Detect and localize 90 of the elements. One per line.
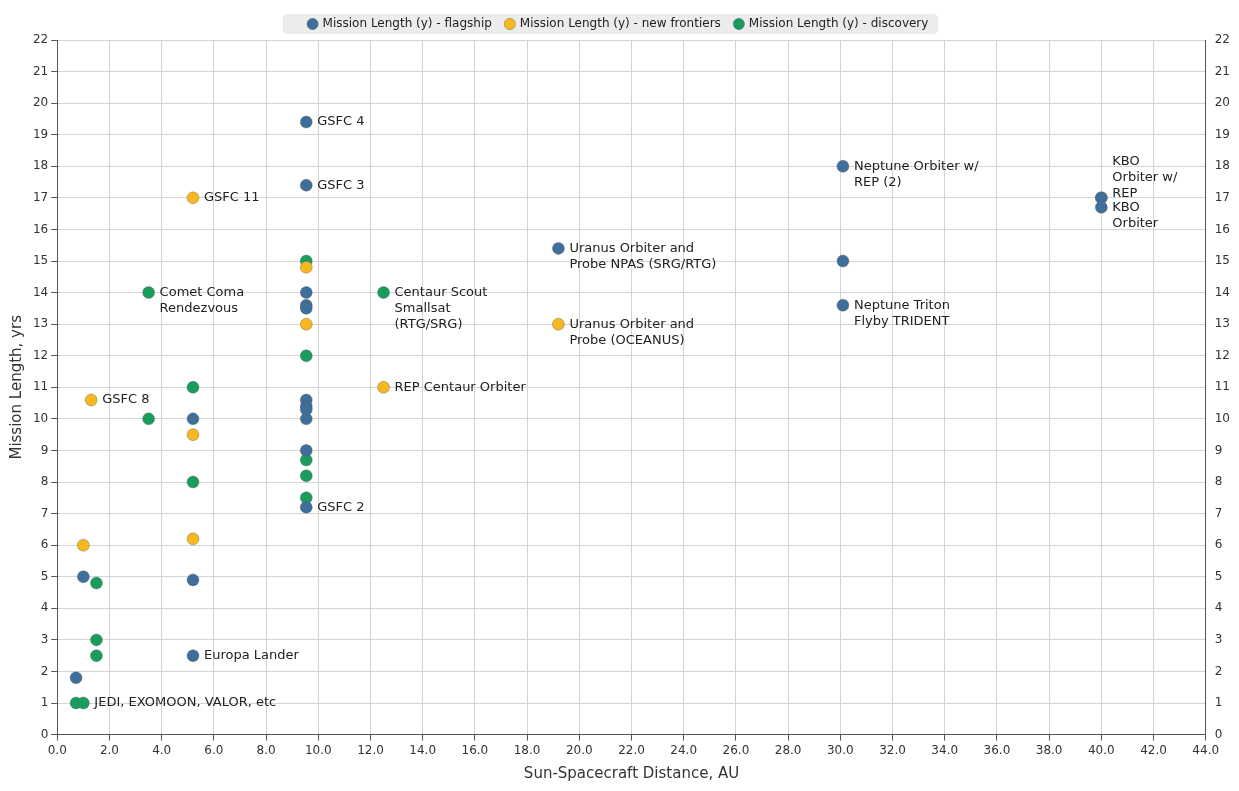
y-tick-label: 5: [40, 568, 49, 583]
y-tick-label: 22: [32, 32, 49, 47]
y-tick-label: 16: [32, 221, 49, 236]
y-tick-label: 17: [32, 189, 49, 204]
y-tick-label: 0: [40, 726, 49, 741]
legend-label: Mission Length (y) - discovery: [748, 16, 929, 31]
y2-tick-label: 10: [1214, 411, 1231, 425]
y2-tick-label: 6: [1214, 537, 1223, 552]
y2-tick-label: 0: [1214, 726, 1223, 741]
y2-tick-label: 12: [1214, 347, 1231, 362]
y2-tick-label: 14: [1214, 284, 1231, 299]
y-tick-label: 12: [32, 347, 49, 362]
x-tick-label: 6.0: [204, 742, 224, 757]
x-tick-label: 30.0: [826, 742, 854, 757]
annotation: GSFC 11: [204, 189, 260, 205]
y2-tick-label: 21: [1214, 63, 1231, 78]
x-tick-label: 18.0: [513, 742, 541, 757]
y-tick-label: 15: [32, 253, 49, 268]
y2-tick-label: 4: [1214, 600, 1223, 615]
y-tick-label: 20: [32, 95, 49, 110]
annotation: Europa Lander: [204, 647, 300, 663]
y2-tick-label: 1: [1214, 695, 1223, 710]
legend-label: Mission Length (y) - flagship: [322, 16, 492, 31]
annotation: Neptune Triton Flyby TRIDENT: [853, 296, 950, 328]
annotation: GSFC 8: [102, 391, 150, 407]
y2-tick-label: 22: [1214, 32, 1231, 47]
x-tick-label: 38.0: [1035, 742, 1063, 757]
annotation: GSFC 4: [317, 113, 365, 129]
y2-tick-label: 5: [1214, 568, 1223, 583]
y-tick-label: 9: [40, 442, 49, 457]
y-tick-label: 11: [32, 379, 49, 394]
annotation: Uranus Orbiter and Probe (OCEANUS): [569, 315, 695, 347]
y2-tick-label: 19: [1214, 126, 1231, 141]
x-tick-label: 28.0: [774, 742, 802, 757]
x-tick-label: 32.0: [879, 742, 906, 757]
y2-tick-label: 11: [1214, 379, 1231, 394]
y-tick-label: 8: [40, 474, 49, 489]
y2-tick-label: 8: [1214, 474, 1223, 489]
y-tick-label: 13: [32, 316, 49, 331]
y2-tick-label: 9: [1214, 442, 1223, 457]
y2-tick-label: 2: [1214, 663, 1223, 678]
annotation: Centaur Scout Smallsat (RTG/SRG): [394, 283, 488, 331]
x-tick-label: 36.0: [983, 742, 1011, 757]
x-tick-label: 4.0: [152, 742, 172, 757]
x-tick-label: 22.0: [618, 742, 645, 757]
y-tick-label: 18: [32, 158, 49, 173]
y2-tick-label: 18: [1214, 158, 1231, 173]
x-tick-label: 12.0: [357, 742, 384, 757]
annotation: JEDI, EXOMOON, VALOR, etc: [93, 694, 277, 710]
annotation: KBO Orbiter w/ REP: [1112, 153, 1178, 201]
annotation: GSFC 3: [317, 176, 365, 192]
y-tick-label: 7: [40, 505, 49, 520]
y-tick-label: 10: [32, 411, 49, 425]
x-tick-label: 34.0: [931, 742, 959, 757]
y-tick-label: 2: [40, 663, 49, 678]
y-tick-label: 3: [40, 632, 49, 647]
x-tick-label: 2.0: [99, 742, 120, 757]
y2-tick-label: 13: [1214, 316, 1231, 331]
annotation: REP Centaur Orbiter: [394, 378, 527, 394]
x-tick-label: 42.0: [1140, 742, 1167, 757]
x-tick-label: 24.0: [670, 742, 698, 757]
annotation: Uranus Orbiter and Probe NPAS (SRG/RTG): [569, 239, 717, 271]
y-tick-label: 4: [40, 600, 49, 615]
y-axis-title: Mission Length, yrs: [6, 314, 25, 460]
y2-tick-label: 7: [1214, 505, 1223, 520]
x-tick-label: 40.0: [1087, 742, 1115, 757]
x-tick-label: 26.0: [722, 742, 750, 757]
x-tick-label: 44.0: [1192, 742, 1220, 757]
x-tick-label: 20.0: [565, 742, 593, 757]
x-tick-label: 14.0: [409, 742, 437, 757]
legend-label: Mission Length (y) - new frontiers: [519, 16, 721, 31]
y2-tick-label: 17: [1214, 189, 1231, 204]
x-tick-label: 8.0: [256, 742, 276, 757]
y-tick-label: 14: [32, 284, 49, 299]
y2-tick-label: 3: [1214, 632, 1223, 647]
y2-tick-label: 20: [1214, 95, 1231, 110]
y2-tick-label: 16: [1214, 221, 1231, 236]
y-tick-label: 19: [32, 126, 49, 141]
annotation: KBO Orbiter: [1112, 198, 1159, 230]
annotation: GSFC 2: [317, 498, 365, 514]
y-tick-label: 1: [40, 695, 49, 710]
y-tick-label: 6: [40, 537, 49, 552]
annotation: Comet Coma Rendezvous: [159, 283, 245, 315]
y-tick-label: 21: [32, 63, 49, 78]
y2-tick-label: 15: [1214, 253, 1231, 268]
x-tick-label: 10.0: [304, 742, 332, 757]
annotation: Neptune Orbiter w/ REP (2): [853, 157, 980, 189]
x-tick-label: 16.0: [461, 742, 489, 757]
x-tick-label: 0.0: [47, 742, 67, 757]
x-axis-title: Sun-Spacecraft Distance, AU: [523, 763, 740, 782]
